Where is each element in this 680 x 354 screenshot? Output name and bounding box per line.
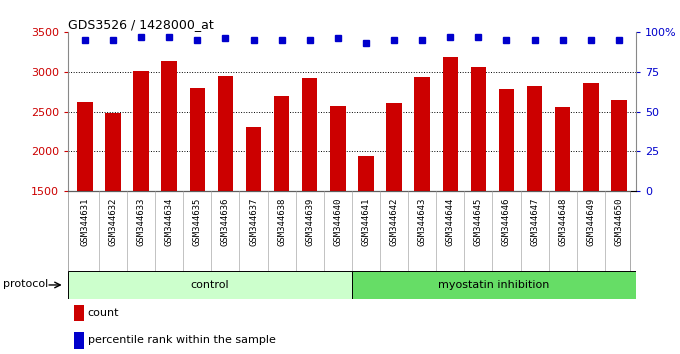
Text: GSM344633: GSM344633 (137, 198, 146, 246)
Bar (611, 99, 627, 191)
Text: GSM344644: GSM344644 (446, 198, 455, 246)
Bar (190, 88, 205, 191)
Text: GDS3526 / 1428000_at: GDS3526 / 1428000_at (68, 18, 214, 31)
Text: myostatin inhibition: myostatin inhibition (438, 280, 549, 290)
Bar (73, 332, 84, 348)
Bar (73, 304, 84, 321)
Text: GSM344640: GSM344640 (333, 198, 342, 246)
Text: GSM344636: GSM344636 (221, 198, 230, 246)
Bar (498, 89, 514, 191)
Bar (358, 156, 374, 191)
Bar (218, 76, 233, 191)
Bar (352, 271, 636, 299)
Text: control: control (190, 280, 229, 290)
Text: GSM344634: GSM344634 (165, 198, 173, 246)
Bar (330, 106, 345, 191)
Bar (386, 103, 402, 191)
Text: GSM344649: GSM344649 (586, 198, 595, 246)
Bar (414, 77, 430, 191)
Bar (245, 127, 261, 191)
Bar (555, 107, 571, 191)
Bar (443, 57, 458, 191)
Text: percentile rank within the sample: percentile rank within the sample (88, 335, 276, 345)
Bar (471, 67, 486, 191)
Text: GSM344639: GSM344639 (305, 198, 314, 246)
Text: GSM344648: GSM344648 (558, 198, 567, 246)
Bar (133, 71, 149, 191)
Text: GSM344642: GSM344642 (390, 198, 398, 246)
Text: GSM344647: GSM344647 (530, 198, 539, 246)
Text: GSM344637: GSM344637 (249, 198, 258, 246)
Bar (302, 78, 318, 191)
Text: GSM344643: GSM344643 (418, 198, 426, 246)
Text: GSM344646: GSM344646 (502, 198, 511, 246)
Bar (68, 271, 352, 299)
Bar (527, 86, 543, 191)
Bar (161, 61, 177, 191)
Text: protocol: protocol (3, 279, 49, 289)
Bar (105, 113, 121, 191)
Text: GSM344641: GSM344641 (362, 198, 371, 246)
Text: GSM344631: GSM344631 (80, 198, 89, 246)
Text: GSM344632: GSM344632 (109, 198, 118, 246)
Text: GSM344645: GSM344645 (474, 198, 483, 246)
Text: GSM344650: GSM344650 (615, 198, 624, 246)
Text: count: count (88, 308, 120, 318)
Bar (583, 83, 598, 191)
Bar (274, 96, 290, 191)
Text: GSM344638: GSM344638 (277, 198, 286, 246)
Bar (77, 102, 92, 191)
Text: GSM344635: GSM344635 (193, 198, 202, 246)
